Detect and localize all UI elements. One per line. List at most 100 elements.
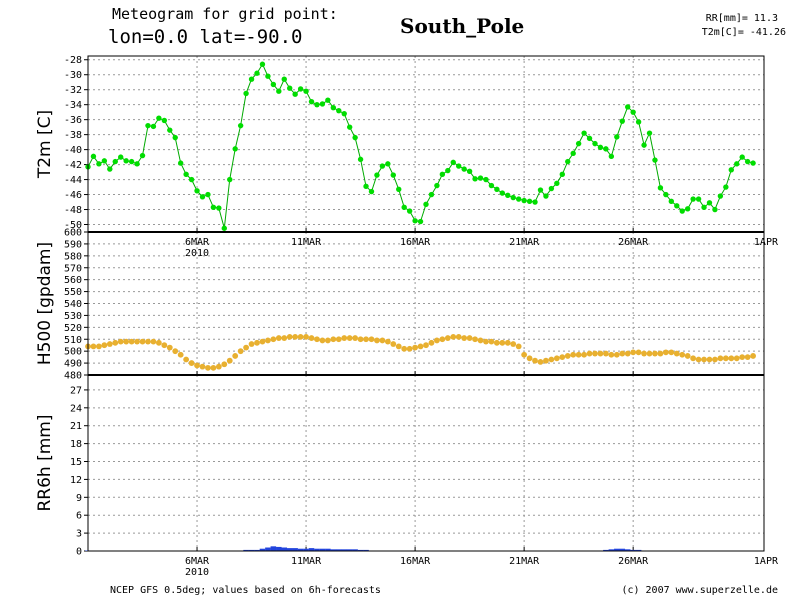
rr6h-bar: [270, 546, 277, 551]
h500-point: [286, 333, 293, 340]
t2m-point: [177, 160, 184, 166]
h500-point: [570, 351, 577, 358]
h500-point: [303, 333, 309, 340]
h500-point: [123, 338, 130, 345]
h500-point: [504, 339, 511, 346]
y-tick-label: -36: [64, 115, 82, 126]
t2m-point: [303, 88, 309, 94]
t2m-point: [597, 144, 604, 151]
t2m-point: [336, 107, 342, 114]
t2m-point: [390, 172, 396, 178]
h500-point: [134, 338, 140, 345]
h500-point: [384, 338, 391, 345]
grid-point-coordinates: lon=0.0 lat=-90.0: [108, 26, 303, 48]
t2m-point: [559, 171, 565, 178]
t2m-series-line: [87, 63, 754, 229]
h500-point: [559, 354, 566, 361]
t2m-point: [663, 191, 669, 198]
t2m-point: [118, 154, 124, 160]
t2m-point: [466, 168, 473, 175]
y-tick-label: -28: [64, 55, 82, 66]
h500-point: [510, 341, 517, 347]
t2m-point: [625, 104, 631, 110]
rr6h-bar: [248, 549, 255, 551]
t2m-point: [374, 172, 380, 178]
t2m-point: [439, 171, 446, 178]
h500-point: [537, 358, 544, 365]
t2m-point: [619, 118, 625, 124]
t2m-point: [603, 146, 609, 152]
t2m-point: [723, 184, 729, 190]
h500-point: [575, 351, 582, 358]
t2m-point: [276, 88, 282, 94]
t2m-point: [401, 204, 407, 210]
t2m-point: [717, 193, 724, 199]
t2m-point: [450, 159, 456, 166]
h500-point: [308, 335, 315, 341]
h500-point: [641, 350, 647, 357]
h500-point: [330, 336, 337, 343]
rr-total-summary: RR[mm]= 11.3: [705, 13, 778, 24]
h500-point: [166, 344, 173, 351]
t2m-point: [581, 130, 587, 136]
h500-point: [706, 356, 713, 363]
t2m-point: [472, 176, 478, 182]
h500-point: [461, 335, 468, 341]
h500-point: [684, 353, 691, 359]
h500-point: [281, 335, 288, 341]
t2m-point: [243, 90, 249, 97]
t2m-point: [210, 204, 217, 210]
t2m-point: [297, 86, 304, 92]
h500-point: [564, 353, 571, 359]
h500-point: [744, 354, 751, 361]
t2m-point: [515, 196, 522, 202]
t2m-point: [145, 122, 151, 129]
h500-point: [695, 356, 702, 363]
t2m-point: [363, 183, 369, 190]
t2m-point: [494, 186, 500, 193]
h500-point: [608, 351, 615, 358]
t2m-point: [406, 208, 413, 214]
h500-point: [205, 364, 211, 371]
t2m-point: [614, 134, 620, 140]
t2m-point: [150, 123, 157, 130]
h500-point: [662, 349, 669, 356]
t2m-point: [385, 161, 391, 167]
t2m-point: [128, 158, 135, 165]
h500-point: [428, 339, 435, 346]
t2m-point: [134, 161, 140, 167]
t2m-point: [396, 186, 402, 193]
t2m-mean-summary: T2m[C]= -41.26: [701, 27, 786, 38]
t2m-point: [227, 176, 233, 183]
h500-point: [439, 336, 446, 343]
y-tick-label: -44: [64, 175, 82, 186]
h500-point: [717, 355, 724, 362]
t2m-point: [254, 70, 260, 76]
meteogram-title: Meteogram for grid point:: [112, 5, 338, 23]
rr6h-bar: [243, 549, 249, 551]
t2m-point: [96, 161, 102, 167]
h500-point: [434, 337, 440, 344]
h500-point: [265, 337, 271, 344]
h500-point: [139, 338, 146, 345]
y-axis-label: RR6h [mm]: [35, 414, 55, 511]
t2m-point: [205, 191, 211, 198]
h500-point: [581, 351, 587, 358]
h500-point: [324, 337, 331, 344]
rr6h-bar: [603, 549, 609, 551]
y-tick-label: 600: [64, 228, 82, 239]
h500-point: [417, 343, 424, 350]
h500-point: [395, 343, 402, 350]
t2m-point: [461, 166, 467, 172]
rr6h-bar: [635, 549, 642, 551]
y-tick-label: -32: [64, 85, 82, 96]
h500-point: [493, 339, 500, 346]
h500-point: [553, 355, 560, 362]
x-tick-label: 21MAR: [509, 237, 540, 248]
h500-point: [652, 350, 658, 357]
station-name: South_Pole: [400, 14, 525, 38]
rr6h-bar: [330, 549, 337, 551]
h500-point: [112, 339, 119, 346]
t2m-point: [139, 152, 146, 159]
